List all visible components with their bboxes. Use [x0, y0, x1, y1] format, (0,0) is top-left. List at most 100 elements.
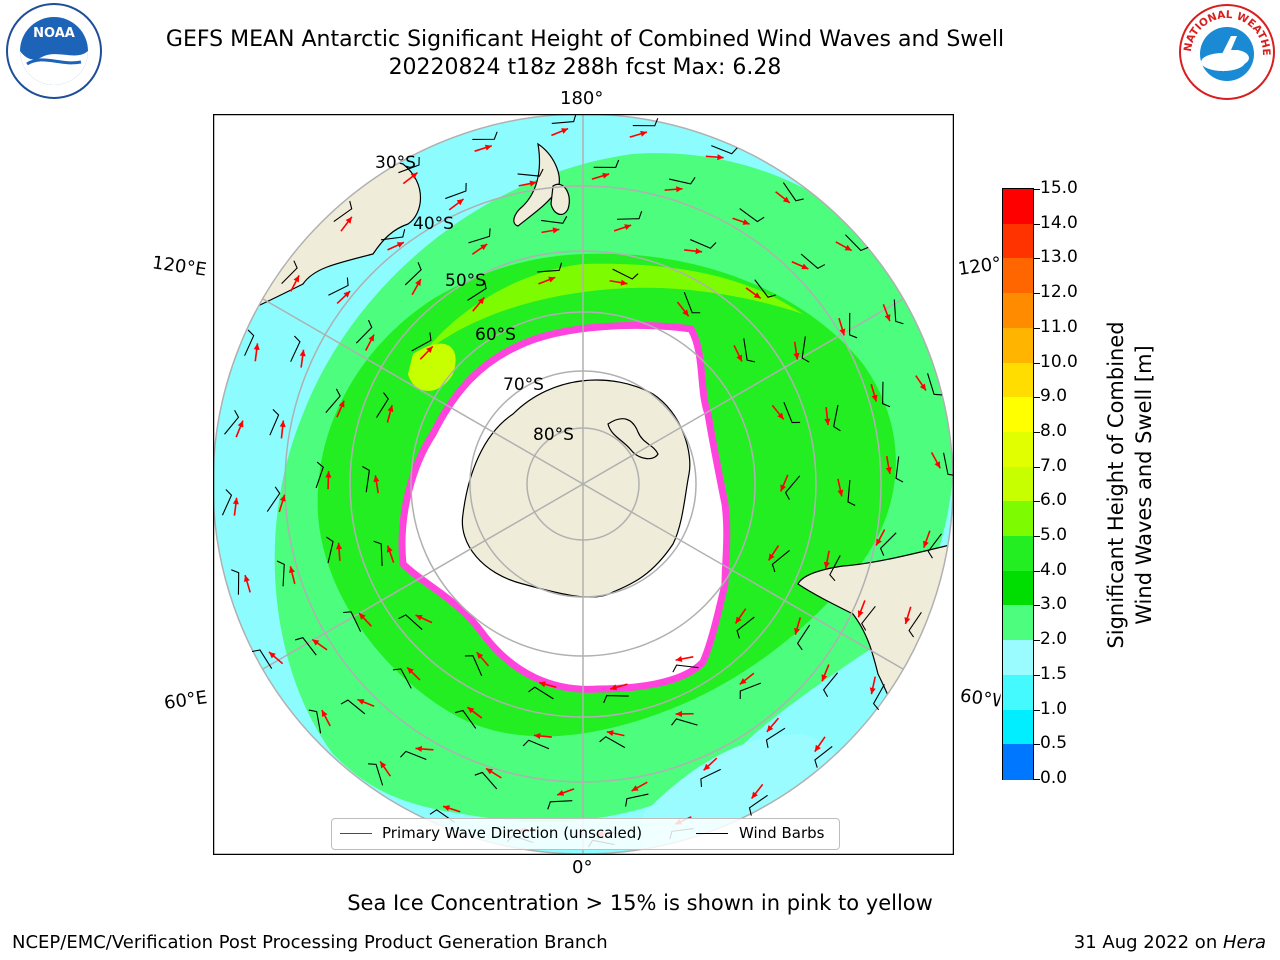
wind-barb: [771, 550, 790, 573]
footer-date: 31 Aug 2022 on Hera: [1074, 932, 1266, 953]
lat-label-70s: 70°S: [503, 375, 544, 395]
wave-direction-arrowhead: [415, 614, 423, 621]
wind-barb: [398, 156, 420, 174]
wave-direction-arrowhead: [606, 730, 614, 737]
wave-direction-arrowhead: [736, 354, 742, 362]
wave-direction-arrowhead: [467, 707, 475, 714]
wave-direction-arrowhead: [857, 610, 864, 618]
wind-barb: [269, 408, 280, 436]
wave-direction-arrowhead: [410, 172, 418, 179]
map-frame: [213, 114, 954, 855]
wind-barb: [739, 682, 761, 699]
wave-direction-arrowhead: [312, 639, 320, 646]
wind-barb: [411, 332, 432, 352]
wave-direction-arrowhead: [602, 172, 610, 179]
wave-direction-arrowhead: [753, 292, 761, 299]
wave-direction-arrowhead: [415, 745, 422, 752]
wave-direction-arrowhead: [386, 545, 393, 553]
wind-barb: [276, 560, 285, 587]
wind-barb: [593, 159, 620, 168]
colorbar-segment: [1003, 640, 1033, 676]
lat-label-40s: 40°S: [413, 214, 454, 234]
colorbar-segment: [1003, 466, 1033, 502]
wind-barb: [739, 208, 765, 223]
wave-direction-arrowhead: [717, 154, 724, 161]
wind-barb: [281, 260, 298, 285]
wave-direction-arrowhead: [387, 405, 394, 412]
colorbar-tick-mark: [1034, 744, 1040, 746]
wave-direction-arrowhead: [357, 699, 365, 705]
wave-direction-arrowhead: [477, 297, 485, 305]
wind-barb: [847, 479, 856, 506]
wave-direction-arrowhead: [919, 383, 926, 391]
wave-direction-arrowhead: [675, 710, 682, 717]
wind-barb: [632, 118, 659, 127]
wind-barb: [893, 299, 904, 325]
wind-barb: [822, 672, 839, 697]
wind-barb: [445, 183, 467, 200]
lon-label-60w: 60°W: [958, 685, 1002, 712]
wave-direction-arrowhead: [293, 275, 300, 283]
wave-direction-arrowhead: [343, 291, 351, 298]
wind-barb: [603, 695, 629, 704]
wind-barb: [326, 536, 334, 564]
colorbar-tick-mark: [1034, 709, 1040, 711]
vector-layer: [221, 114, 954, 848]
wave-direction-arrowhead: [610, 684, 618, 691]
wind-barb: [845, 234, 869, 252]
wind-barb: [266, 486, 281, 512]
wave-direction-arrowhead: [735, 616, 742, 624]
wind-barb: [700, 768, 721, 787]
colorbar-tick-label: 12.0: [1040, 282, 1078, 303]
colorbar-segment: [1003, 536, 1033, 572]
wind-barb: [244, 329, 255, 356]
wind-barb: [599, 736, 626, 749]
colorbar-tick-label: 10.0: [1040, 351, 1078, 372]
wind-barb: [690, 239, 717, 249]
lon-label-60e: 60°E: [162, 687, 209, 714]
wind-barb: [528, 686, 554, 700]
colorbar-label-line1: Significant Height of Combined: [1104, 321, 1128, 649]
wave-direction-arrowhead: [373, 475, 380, 483]
wind-barb: [467, 280, 487, 301]
lat-label-60s: 60°S: [475, 325, 516, 345]
colorbar-tick-label: 3.0: [1040, 594, 1068, 615]
colorbar-tick-label: 8.0: [1040, 420, 1068, 441]
lat-label-50s: 50°S: [445, 271, 486, 291]
wind-barb: [849, 312, 858, 339]
wave-direction-arrowhead: [814, 744, 821, 752]
colorbar-segment: [1003, 709, 1033, 745]
legend-barb-swatch: [696, 833, 728, 834]
wind-barb: [325, 388, 341, 414]
wind-barb: [800, 253, 826, 269]
legend-barb-label: Wind Barbs: [739, 824, 825, 842]
colorbar-tick-mark: [1034, 501, 1040, 503]
wave-direction-arrowhead: [794, 627, 800, 635]
noaa-logo: NOAA: [5, 2, 103, 100]
footer-credit: NCEP/EMC/Verification Post Processing Pr…: [12, 932, 608, 953]
colorbar-tick-label: 1.5: [1040, 663, 1068, 684]
wind-barb: [743, 338, 756, 363]
wave-direction-arrowhead: [279, 420, 286, 428]
footer-date-text: 31 Aug 2022 on: [1073, 932, 1223, 953]
sea-ice-caption: Sea Ice Concentration > 15% is shown in …: [347, 891, 933, 915]
colorbar-segment: [1003, 223, 1033, 259]
wave-direction-arrowhead: [837, 489, 844, 497]
wave-direction-arrowhead: [801, 263, 809, 270]
nws-logo: NATIONAL WEATHER SERVICE: [1173, 0, 1277, 100]
colorbar-tick-mark: [1034, 674, 1040, 676]
wave-direction-arrowhead: [695, 248, 703, 255]
lat-label-80s: 80°S: [533, 425, 574, 445]
wave-direction-arrowhead: [676, 186, 683, 193]
wave-direction-arrowhead: [557, 789, 565, 796]
noaa-logo-text: NOAA: [33, 26, 75, 41]
wave-direction-arrowhead: [934, 461, 941, 469]
colorbar-tick-mark: [1034, 640, 1040, 642]
colorbar-segment: [1003, 258, 1033, 294]
wind-barb: [765, 727, 786, 748]
colorbar-tick-label: 11.0: [1040, 316, 1078, 337]
wave-direction-arrowhead: [777, 412, 784, 420]
colorbar-segment: [1003, 362, 1033, 398]
wind-barb: [400, 750, 427, 760]
wave-direction-arrowhead: [869, 687, 876, 695]
